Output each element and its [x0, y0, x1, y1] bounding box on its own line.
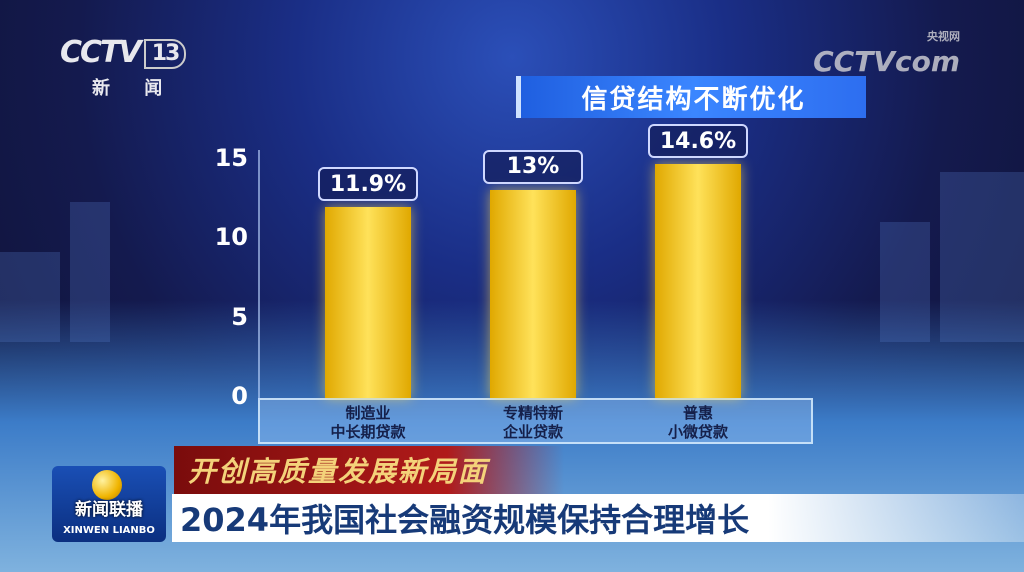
data-label: 13% [483, 149, 583, 184]
y-tick-label: 5 [231, 302, 248, 331]
slogan-banner: 开创高质量发展新局面 [174, 446, 564, 494]
bar [490, 189, 576, 398]
x-category-label: 普惠 小微贷款 [628, 404, 768, 442]
cctv-site-name: 央视网 [927, 30, 960, 43]
data-label: 11.9% [318, 167, 418, 202]
cctv13-logo-text: CCTV [60, 35, 142, 70]
background-building [940, 172, 1024, 342]
background-building [0, 252, 60, 342]
category-line: 普惠 [682, 404, 713, 422]
program-name-en: XINWEN LIANBO [63, 525, 155, 536]
y-tick-label: 15 [214, 144, 248, 172]
program-name-cn: 新闻联播 [75, 500, 143, 520]
cctv-com-watermark: CCTVcom [813, 46, 960, 78]
bar [655, 164, 741, 398]
background-building [70, 202, 110, 342]
cctv13-logo: CCTV 13 [60, 35, 187, 70]
headline-banner: 2024年我国社会融资规模保持合理增长 [172, 494, 1024, 542]
data-label: 14.6% [648, 124, 748, 159]
channel-name: 新 闻 [92, 78, 177, 99]
x-category-label: 制造业 中长期贷款 [298, 404, 438, 442]
bar [325, 207, 411, 398]
category-line: 小微贷款 [667, 423, 728, 441]
channel-number: 13 [143, 38, 187, 69]
xinwen-lianbo-logo: 新闻联播 XINWEN LIANBO [52, 466, 166, 542]
y-tick-label: 0 [231, 382, 248, 410]
watermark-logo-text: CCTV [813, 45, 895, 78]
chart-title: 信贷结构不断优化 [516, 76, 866, 118]
category-line: 中长期贷款 [330, 423, 406, 441]
category-line: 企业贷款 [502, 423, 563, 441]
background-building [880, 222, 930, 342]
globe-icon [92, 470, 122, 500]
category-line: 制造业 [345, 404, 391, 422]
category-line: 专精特新 [502, 404, 563, 422]
y-axis [258, 150, 260, 400]
x-category-label: 专精特新 企业贷款 [463, 404, 603, 442]
chart-base-platform [258, 398, 813, 444]
watermark-domain: com [894, 45, 960, 78]
y-tick-label: 10 [214, 223, 248, 252]
